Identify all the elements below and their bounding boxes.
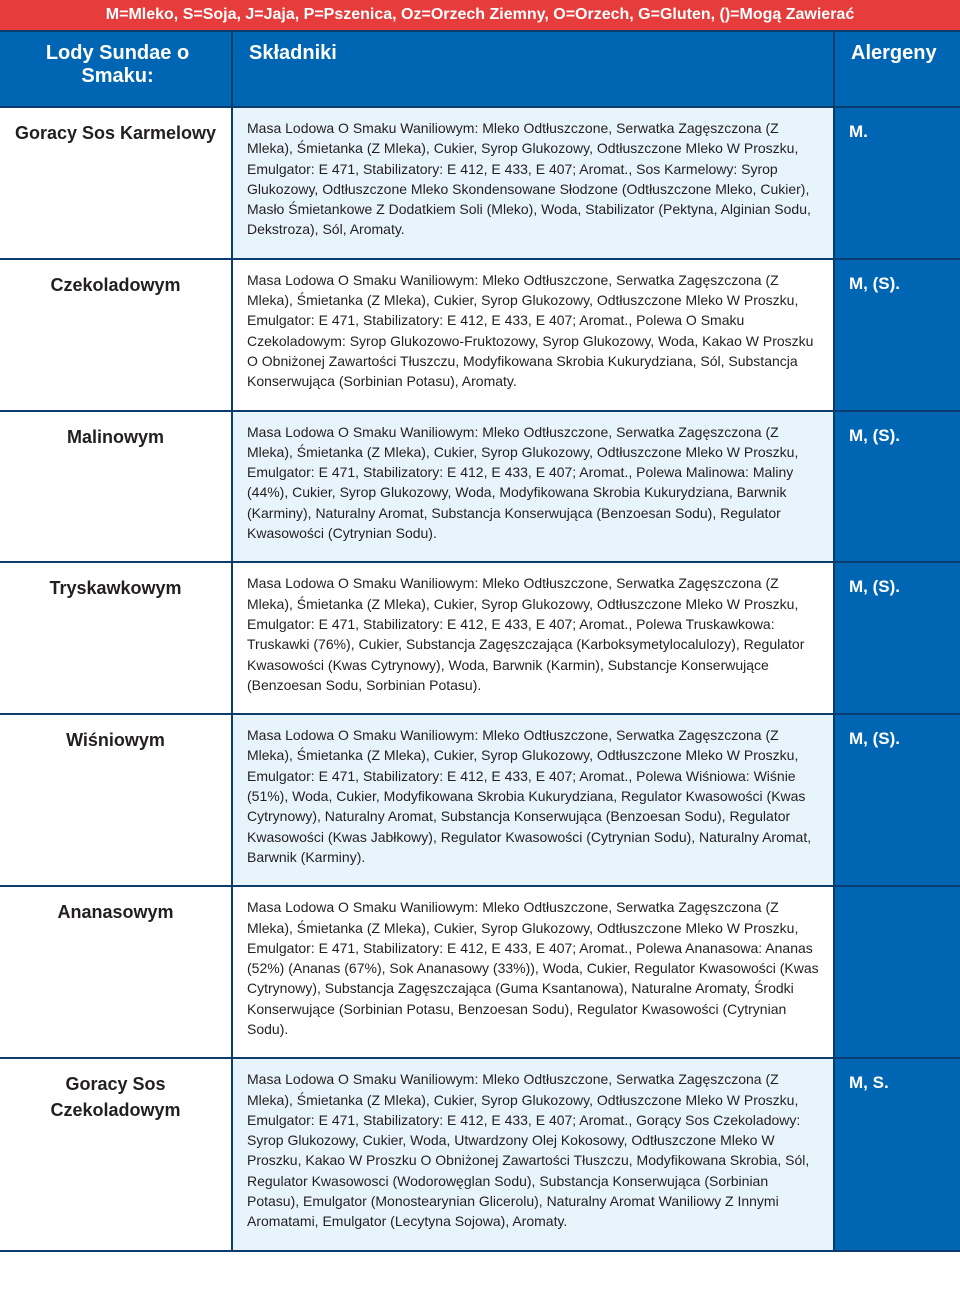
ingredients-cell: Masa Lodowa O Smaku Waniliowym: Mleko Od… [232,411,834,563]
flavor-cell: Goracy Sos Czekoladowym [0,1058,232,1250]
ingredients-cell: Masa Lodowa O Smaku Waniliowym: Mleko Od… [232,1058,834,1250]
flavor-cell: Tryskawkowym [0,562,232,714]
ingredients-cell: Masa Lodowa O Smaku Waniliowym: Mleko Od… [232,259,834,411]
table-row: AnanasowymMasa Lodowa O Smaku Waniliowym… [0,886,960,1058]
table-row: Goracy Sos CzekoladowymMasa Lodowa O Sma… [0,1058,960,1250]
allergen-table: Lody Sundae o Smaku: Składniki Alergeny … [0,30,960,1252]
header-ingredients: Składniki [232,31,834,107]
flavor-cell: Malinowym [0,411,232,563]
table-header-row: Lody Sundae o Smaku: Składniki Alergeny [0,31,960,107]
ingredients-cell: Masa Lodowa O Smaku Waniliowym: Mleko Od… [232,562,834,714]
header-allergens: Alergeny [834,31,960,107]
header-flavor: Lody Sundae o Smaku: [0,31,232,107]
ingredients-cell: Masa Lodowa O Smaku Waniliowym: Mleko Od… [232,886,834,1058]
table-row: TryskawkowymMasa Lodowa O Smaku Waniliow… [0,562,960,714]
ingredients-cell: Masa Lodowa O Smaku Waniliowym: Mleko Od… [232,714,834,886]
allergens-cell: M, S. [834,1058,960,1250]
allergens-cell: M, (S). [834,714,960,886]
table-row: MalinowymMasa Lodowa O Smaku Waniliowym:… [0,411,960,563]
allergens-cell: M, (S). [834,411,960,563]
flavor-cell: Wiśniowym [0,714,232,886]
table-row: Goracy Sos KarmelowyMasa Lodowa O Smaku … [0,107,960,259]
flavor-cell: Goracy Sos Karmelowy [0,107,232,259]
allergens-cell [834,886,960,1058]
allergen-legend: M=Mleko, S=Soja, J=Jaja, P=Pszenica, Oz=… [0,0,960,30]
flavor-cell: Czekoladowym [0,259,232,411]
ingredients-cell: Masa Lodowa O Smaku Waniliowym: Mleko Od… [232,107,834,259]
table-row: CzekoladowymMasa Lodowa O Smaku Waniliow… [0,259,960,411]
table-row: WiśniowymMasa Lodowa O Smaku Waniliowym:… [0,714,960,886]
allergens-cell: M, (S). [834,259,960,411]
flavor-cell: Ananasowym [0,886,232,1058]
allergens-cell: M, (S). [834,562,960,714]
allergens-cell: M. [834,107,960,259]
table-body: Goracy Sos KarmelowyMasa Lodowa O Smaku … [0,107,960,1251]
